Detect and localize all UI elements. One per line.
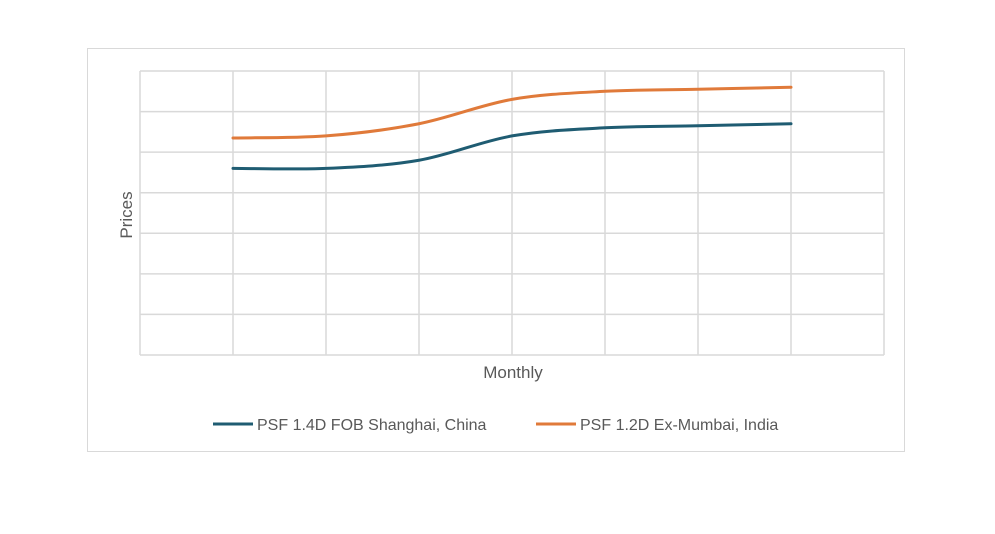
legend: PSF 1.4D FOB Shanghai, China PSF 1.2D Ex-…: [213, 417, 778, 434]
series-line-2: [231, 85, 793, 140]
legend-label-2: PSF 1.2D Ex-Mumbai, India: [580, 417, 778, 434]
y-axis-title: Prices: [117, 191, 136, 238]
series-lines: [231, 85, 793, 171]
chart-frame: Monthly Prices PSF 1.4D FOB Shanghai, Ch…: [87, 48, 905, 452]
series-line-1: [231, 122, 793, 171]
x-axis-title: Monthly: [483, 363, 543, 382]
legend-label-1: PSF 1.4D FOB Shanghai, China: [257, 417, 487, 434]
grid: [139, 70, 885, 356]
line-chart: Monthly Prices PSF 1.4D FOB Shanghai, Ch…: [117, 70, 885, 434]
